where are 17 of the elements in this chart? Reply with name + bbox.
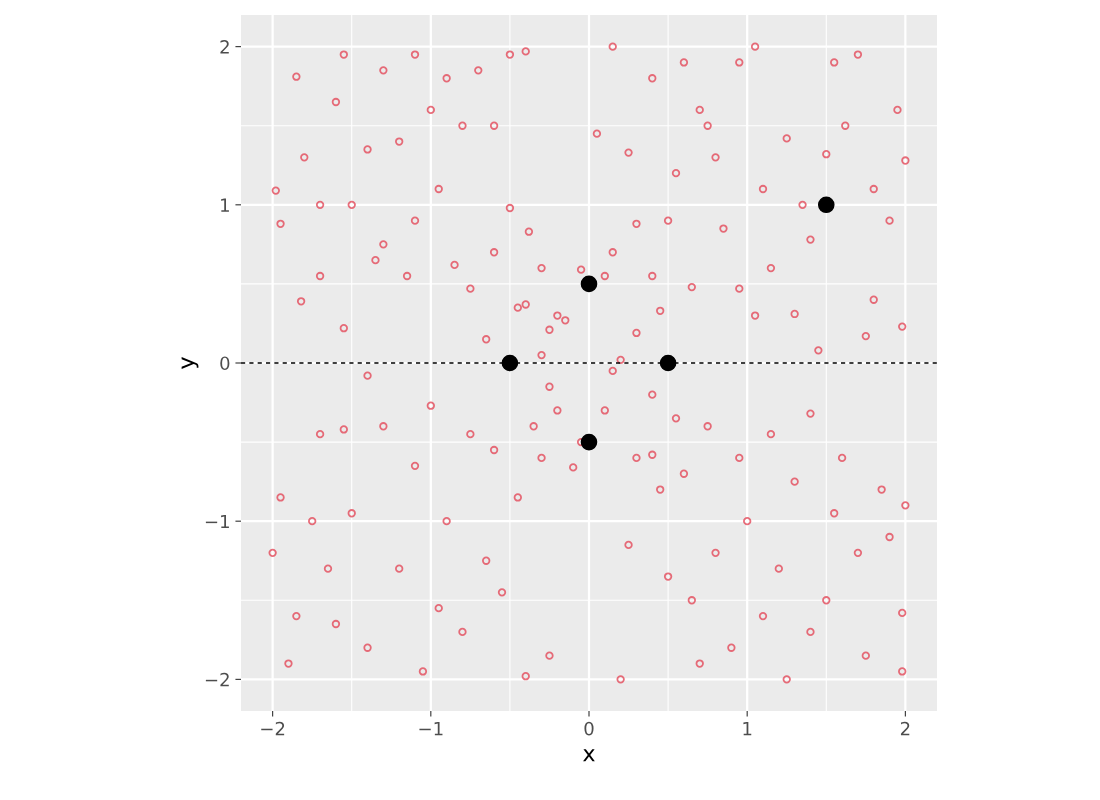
point — [817, 196, 835, 214]
x-tick-label: −1 — [419, 721, 443, 736]
point — [580, 275, 598, 293]
point — [501, 354, 519, 372]
y-axis-title: y — [181, 357, 199, 369]
x-tick-label: 0 — [584, 721, 594, 736]
y-tick-label: −1 — [205, 514, 229, 529]
y-tick-label: 0 — [220, 356, 230, 371]
y-tick-label: 2 — [220, 40, 229, 54]
x-axis-title: x — [583, 749, 595, 762]
x-tick-label: 1 — [743, 721, 752, 736]
x-tick-label: −2 — [261, 721, 285, 736]
x-tick-label: 2 — [900, 721, 910, 736]
point — [659, 354, 677, 372]
point — [580, 433, 598, 451]
y-tick-label: 1 — [221, 198, 229, 212]
y-tick-label: −2 — [205, 672, 229, 687]
